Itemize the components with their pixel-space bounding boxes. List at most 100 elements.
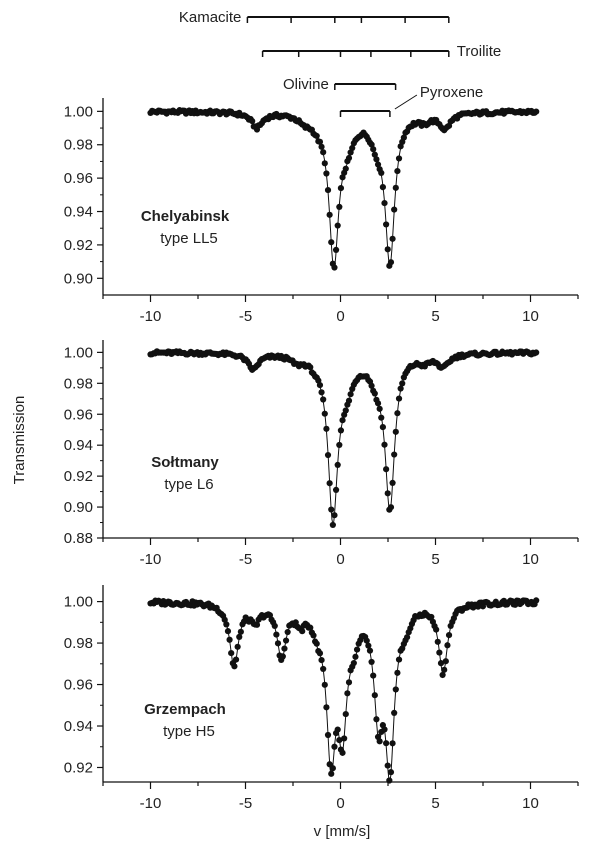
data-point	[392, 686, 399, 693]
data-point	[374, 400, 382, 407]
data-point	[441, 666, 448, 673]
data-point	[334, 222, 341, 229]
data-point	[395, 395, 403, 402]
y-tick-label: 0.92	[64, 237, 93, 254]
data-point	[378, 169, 385, 177]
data-point	[320, 396, 327, 403]
y-tick-label: 1.00	[64, 103, 93, 120]
troilite-bar-ticks	[261, 51, 450, 57]
x-tick-label: 0	[336, 308, 344, 325]
y-tick-label: 1.00	[64, 344, 93, 361]
data-point	[316, 138, 324, 145]
data-point	[274, 640, 282, 647]
data-point	[344, 690, 351, 697]
x-tick-label: -5	[239, 551, 252, 568]
data-point	[249, 118, 256, 125]
y-tick-label: 0.90	[64, 499, 93, 516]
data-point	[234, 643, 241, 650]
data-point	[345, 679, 353, 686]
data-point	[334, 461, 341, 468]
panel-soltmany-axes	[97, 340, 579, 545]
y-tick-label: 0.92	[64, 759, 93, 776]
x-tick-label: 0	[336, 551, 344, 568]
data-point	[224, 628, 232, 635]
data-point	[370, 146, 377, 153]
data-point	[226, 636, 233, 643]
data-point	[381, 726, 388, 733]
data-point	[329, 765, 336, 772]
data-point	[310, 632, 317, 639]
data-point	[384, 246, 391, 253]
data-point	[363, 637, 370, 644]
olivine-bar-ticks	[334, 84, 397, 90]
data-point	[336, 737, 343, 744]
data-point	[376, 738, 383, 745]
data-point	[341, 735, 348, 742]
data-point	[394, 669, 401, 676]
data-point	[353, 646, 361, 653]
data-point	[313, 640, 320, 647]
data-point	[394, 410, 401, 417]
x-tick-label: 0	[336, 795, 344, 812]
x-tick-label: 10	[522, 795, 539, 812]
data-point	[326, 480, 333, 487]
data-point	[339, 417, 346, 424]
data-point	[376, 405, 383, 412]
data-point	[334, 726, 341, 733]
x-tick-label: 10	[522, 551, 539, 568]
data-point	[392, 184, 399, 191]
data-point	[368, 382, 375, 389]
panel-chelyabinsk-data-points	[147, 107, 540, 271]
data-point	[394, 167, 401, 175]
panel-soltmany-name: Sołtmany	[151, 454, 219, 471]
panel-grzempach-type: type H5	[163, 723, 215, 740]
data-point	[332, 246, 340, 253]
data-point	[326, 211, 333, 218]
data-point	[273, 631, 280, 638]
data-point	[282, 637, 290, 644]
panel-grzempach-y-tick-labels: 0.92 0.94 0.96 0.98 1.00	[64, 594, 93, 777]
x-tick-label: 5	[431, 795, 439, 812]
data-point	[383, 466, 390, 473]
data-point	[337, 427, 345, 434]
y-tick-label: 0.94	[64, 437, 93, 454]
panel-chelyabinsk-y-tick-labels: 0.90 0.92 0.94 0.96 0.98 1.00	[64, 103, 93, 287]
panel-grzempach-data-points	[147, 597, 540, 784]
x-tick-label: -5	[239, 308, 252, 325]
data-point	[323, 425, 330, 432]
kamacite-label: Kamacite	[179, 9, 242, 26]
data-point	[384, 762, 391, 769]
y-tick-label: 0.88	[64, 530, 93, 547]
data-point	[442, 658, 449, 665]
y-tick-label: 0.96	[64, 677, 93, 694]
data-point	[397, 385, 404, 392]
y-tick-label: 0.98	[64, 375, 93, 392]
data-point	[332, 486, 340, 493]
data-point	[284, 628, 291, 636]
data-point	[436, 649, 443, 656]
data-point	[392, 428, 399, 435]
data-point	[371, 692, 378, 699]
y-tick-label: 0.90	[64, 270, 93, 287]
olivine-label: Olivine	[283, 76, 329, 93]
data-point	[383, 221, 390, 228]
data-point	[323, 170, 330, 177]
data-point	[400, 134, 407, 141]
x-tick-label: -10	[140, 795, 162, 812]
data-point	[349, 144, 356, 152]
troilite-label: Troilite	[457, 43, 501, 60]
y-tick-label: 0.98	[64, 635, 93, 652]
panel-soltmany-type: type L6	[164, 476, 213, 493]
data-point	[232, 656, 240, 663]
data-point	[271, 622, 278, 630]
x-tick-label: -10	[140, 308, 162, 325]
data-point	[316, 650, 324, 657]
data-point	[444, 642, 451, 649]
data-point	[374, 161, 382, 168]
data-point	[318, 389, 325, 396]
x-tick-label: 5	[431, 551, 439, 568]
panel-chelyabinsk-axes	[97, 98, 579, 302]
data-point	[345, 154, 353, 162]
data-point	[366, 647, 374, 654]
